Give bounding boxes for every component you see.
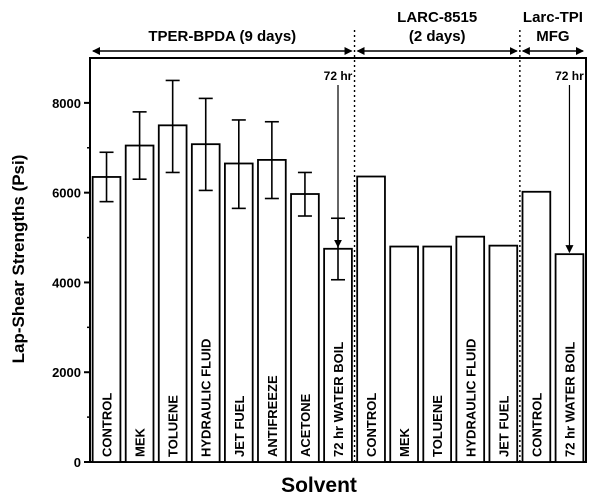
bar [554, 253, 585, 463]
bar [157, 124, 188, 463]
annotation-label: 72 hr [555, 69, 584, 83]
bar-label: CONTROL [529, 393, 544, 457]
bar-label: TOLUENE [430, 395, 445, 457]
bar-label: TOLUENE [166, 395, 181, 457]
bar-label: MEK [397, 428, 412, 458]
bar [124, 144, 155, 463]
group-label: LARC-8515 [397, 9, 477, 26]
y-tick-label: 2000 [52, 365, 81, 380]
group-label: TPER-BPDA (9 days) [148, 28, 296, 45]
x-axis-title: Solvent [281, 474, 357, 496]
bar [455, 235, 486, 463]
bar [257, 158, 287, 463]
bar-label: MEK [133, 428, 148, 458]
bar-label: CONTROL [364, 393, 379, 457]
y-tick-label: 0 [74, 455, 81, 470]
annotation-label: 72 hr [324, 69, 353, 83]
bar [488, 244, 519, 463]
error-bars-layer [99, 79, 345, 281]
y-axis-title: Lap-Shear Strengths (Psi) [9, 155, 28, 364]
group-headers: TPER-BPDA (9 days) LARC-8515 (2 days) Larc-… [92, 9, 584, 55]
y-tick-label: 6000 [52, 186, 81, 201]
bar-label: CONTROL [100, 393, 115, 457]
bar-label: 72 hr WATER BOIL [331, 342, 346, 457]
y-tick-label: 4000 [52, 275, 81, 290]
y-tick-label: 8000 [52, 96, 81, 111]
bar-label: ACETONE [298, 393, 313, 457]
bar-label: HYDRAULIC FLUID [199, 339, 214, 457]
bar [521, 190, 552, 463]
group-label: MFG [536, 28, 569, 45]
bar [224, 162, 254, 463]
bar [422, 245, 452, 463]
bars-layer: CONTROL MEK TOLUENE HYDRAULIC FLUID JET FUEL… [91, 124, 585, 463]
bar [290, 193, 320, 463]
bar-label: ANTIFREEZE [265, 375, 280, 457]
axes-layer: 0 2000 4000 6000 8000 [52, 96, 90, 470]
group-label: Larc-TPI [523, 9, 583, 26]
annotations-layer: 72 hr 72 hr [324, 69, 584, 254]
group-separators [353, 30, 521, 462]
bar-label: JET FUEL [232, 396, 247, 457]
bar-label: JET FUEL [496, 396, 511, 457]
bar-label: 72 hr WATER BOIL [562, 342, 577, 457]
bar [323, 247, 353, 463]
group-label: (2 days) [409, 28, 466, 45]
bar [356, 175, 386, 463]
bar-label: HYDRAULIC FLUID [463, 339, 478, 457]
bar [389, 245, 419, 463]
